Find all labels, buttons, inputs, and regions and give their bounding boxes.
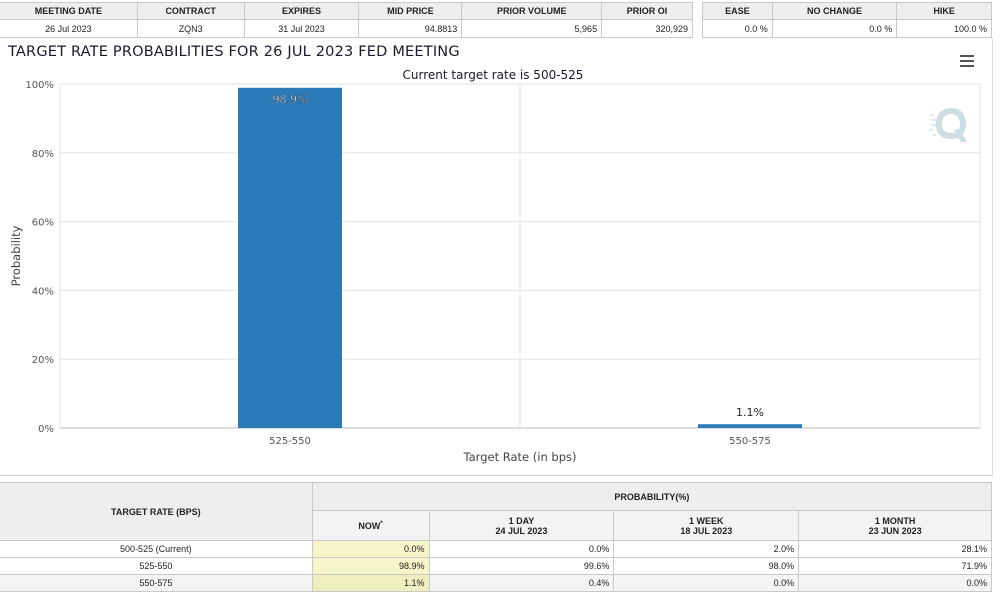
col-1day-header: 1 DAY 24 JUL 2023 bbox=[428, 510, 615, 541]
col-now-header: NOW* bbox=[311, 510, 430, 541]
1week-cell: 98.0% bbox=[613, 557, 800, 575]
y-tick-label: 80% bbox=[32, 149, 54, 160]
probability-header: PROBABILITY(%) bbox=[311, 482, 993, 511]
table-row: 525-550 98.9% 99.6% 98.0% 71.9% bbox=[0, 557, 992, 575]
no-change-value: 0.0 % bbox=[771, 19, 898, 38]
1day-cell: 0.4% bbox=[428, 574, 615, 592]
header-meeting-date: MEETING DATE bbox=[0, 2, 138, 20]
header-prior-volume: PRIOR VOLUME bbox=[461, 2, 603, 20]
header-no-change: NO CHANGE bbox=[771, 2, 898, 20]
bar-chart: Current target rate is 500-525 0% 20% 40% 6… bbox=[9, 68, 981, 464]
now-cell: 1.1% bbox=[311, 574, 430, 592]
meeting-info-section: MEETING DATE CONTRACT EXPIRES MID PRICE … bbox=[0, 0, 1000, 38]
meeting-info-table: MEETING DATE CONTRACT EXPIRES MID PRICE … bbox=[0, 2, 693, 38]
chart-subtitle: Current target rate is 500-525 bbox=[403, 68, 584, 82]
rate-cell: 525-550 bbox=[0, 557, 313, 575]
bar bbox=[238, 87, 342, 428]
y-tick-label: 60% bbox=[32, 218, 54, 229]
hike-value: 100.0 % bbox=[896, 19, 992, 38]
ease-value: 0.0 % bbox=[702, 19, 773, 38]
probability-table: TARGET RATE (BPS) PROBABILITY(%) NOW* 1 … bbox=[0, 482, 993, 592]
x-tick-label: 525-550 bbox=[269, 436, 311, 447]
now-cell: 98.9% bbox=[311, 557, 430, 575]
header-hike: HIKE bbox=[896, 2, 992, 20]
quikstrike-q-logo bbox=[929, 108, 967, 142]
rate-cell: 550-575 bbox=[0, 574, 313, 592]
col-1week-header: 1 WEEK 18 JUL 2023 bbox=[613, 510, 800, 541]
y-tick-label: 20% bbox=[32, 355, 54, 366]
1week-cell: 0.0% bbox=[613, 574, 800, 592]
y-tick-label: 0% bbox=[38, 424, 54, 435]
y-tick-label: 40% bbox=[32, 286, 54, 297]
header-expires: EXPIRES bbox=[243, 2, 360, 20]
col-1month-header: 1 MONTH 23 JUN 2023 bbox=[798, 510, 992, 541]
now-cell: 0.0% bbox=[311, 540, 430, 558]
target-rate-header: TARGET RATE (BPS) bbox=[0, 482, 313, 541]
rate-cell: 500-525 (Current) bbox=[0, 540, 313, 558]
expires-value: 31 Jul 2023 bbox=[243, 19, 360, 38]
header-ease: EASE bbox=[702, 2, 773, 20]
table-row: 550-575 1.1% 0.4% 0.0% 0.0% bbox=[0, 574, 992, 592]
y-axis-ticks: 0% 20% 40% 60% 80% 100% bbox=[25, 80, 54, 435]
meeting-date-value: 26 Jul 2023 bbox=[0, 19, 138, 38]
1week-cell: 2.0% bbox=[613, 540, 800, 558]
y-tick-label: 100% bbox=[25, 80, 54, 91]
chart-grid bbox=[59, 83, 981, 429]
chart-container bbox=[0, 38, 993, 476]
prior-volume-value: 5,965 bbox=[461, 19, 603, 38]
bar bbox=[698, 424, 802, 428]
x-axis-label: Target Rate (in bps) bbox=[463, 450, 577, 464]
mid-price-value: 94.8813 bbox=[358, 19, 463, 38]
x-axis-ticks: 525-550 550-575 bbox=[269, 436, 771, 447]
prior-oi-value: 320,929 bbox=[601, 19, 693, 38]
contract-value: ZQN3 bbox=[136, 19, 245, 38]
1month-cell: 0.0% bbox=[798, 574, 992, 592]
1day-cell: 0.0% bbox=[428, 540, 615, 558]
outcome-table: EASE NO CHANGE HIKE 0.0 % 0.0 % 100.0 % bbox=[702, 2, 992, 38]
header-prior-oi: PRIOR OI bbox=[601, 2, 693, 20]
chart-bars: 98.9% 1.1% bbox=[238, 87, 802, 428]
1month-cell: 71.9% bbox=[798, 557, 992, 575]
x-tick-label: 550-575 bbox=[729, 436, 771, 447]
1month-cell: 28.1% bbox=[798, 540, 992, 558]
header-contract: CONTRACT bbox=[136, 2, 245, 20]
header-mid-price: MID PRICE bbox=[358, 2, 463, 20]
data-label: 1.1% bbox=[736, 406, 764, 419]
chart-title: TARGET RATE PROBABILITIES FOR 26 JUL 202… bbox=[8, 44, 460, 60]
table-row: 500-525 (Current) 0.0% 0.0% 2.0% 28.1% bbox=[0, 540, 992, 558]
y-axis-label: Probability bbox=[9, 225, 23, 286]
hamburger-menu-icon[interactable] bbox=[960, 55, 974, 67]
data-label: 98.9% bbox=[273, 93, 308, 106]
1day-cell: 99.6% bbox=[428, 557, 615, 575]
